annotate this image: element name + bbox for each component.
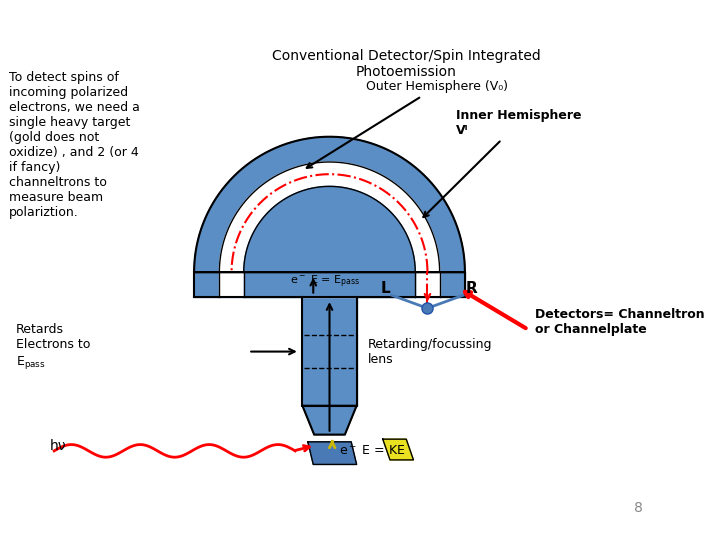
Polygon shape [383, 439, 413, 460]
Text: Conventional Detector/Spin Integrated
Photoemission: Conventional Detector/Spin Integrated Ph… [272, 49, 541, 79]
Polygon shape [302, 406, 356, 435]
Text: R: R [466, 281, 477, 296]
Polygon shape [220, 162, 440, 272]
Text: Inner Hemisphere
Vᴵ: Inner Hemisphere Vᴵ [423, 109, 581, 217]
Text: To detect spins of
incoming polarized
electrons, we need a
single heavy target
(: To detect spins of incoming polarized el… [9, 71, 140, 219]
Bar [220, 272, 440, 298]
Bar [194, 272, 465, 298]
Text: Retarding/focussing
lens: Retarding/focussing lens [367, 338, 492, 366]
Text: hν: hν [50, 440, 66, 454]
Text: 8: 8 [634, 501, 643, 515]
Polygon shape [194, 137, 465, 272]
Text: Retards
Electrons to
E$_{\mathrm{pass}}$: Retards Electrons to E$_{\mathrm{pass}}$ [17, 323, 91, 370]
Text: e$^-$ E = KE: e$^-$ E = KE [338, 444, 405, 457]
Polygon shape [308, 442, 356, 464]
Bar [302, 298, 356, 406]
Polygon shape [244, 186, 415, 272]
Text: Outer Hemisphere (V₀): Outer Hemisphere (V₀) [307, 80, 508, 168]
Text: Detectors= Channeltron
or Channelplate: Detectors= Channeltron or Channelplate [535, 308, 705, 336]
Bar [244, 272, 415, 298]
Text: L: L [381, 281, 391, 296]
Text: e$^-$ E = E$_{\rm pass}$: e$^-$ E = E$_{\rm pass}$ [289, 274, 360, 290]
